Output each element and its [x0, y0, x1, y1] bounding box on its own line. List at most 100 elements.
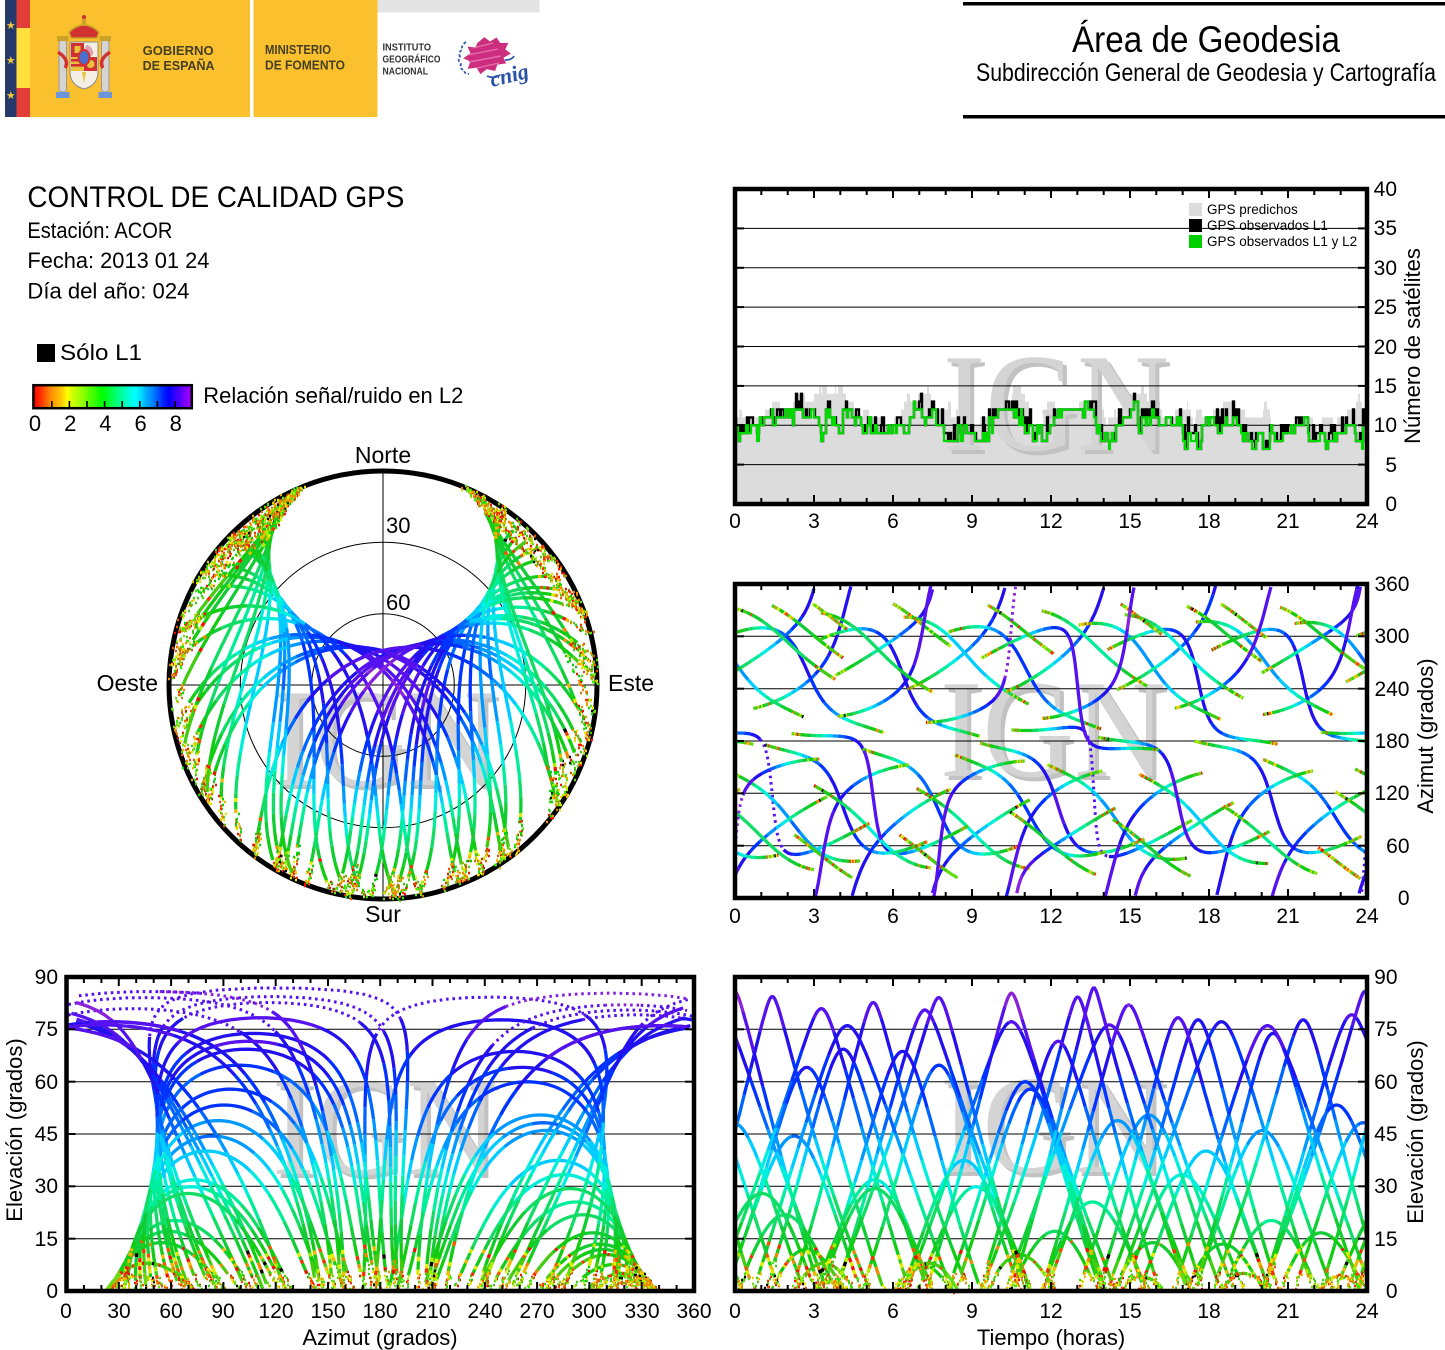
svg-text:Subdirección General de Geodes: Subdirección General de Geodesia y Carto…: [976, 59, 1436, 87]
svg-text:Relación señal/ruido en L2: Relación señal/ruido en L2: [203, 383, 463, 408]
svg-text:30: 30: [386, 513, 410, 538]
svg-text:15: 15: [1118, 1300, 1141, 1323]
svg-text:IGN: IGN: [943, 326, 1169, 481]
svg-text:GPS observados L1 y L2: GPS observados L1 y L2: [1207, 234, 1357, 249]
svg-text:Elevación (grados): Elevación (grados): [1403, 1040, 1428, 1223]
svg-text:3: 3: [808, 1300, 820, 1323]
svg-text:120: 120: [258, 1300, 293, 1323]
svg-text:Elevación (grados): Elevación (grados): [2, 1038, 27, 1221]
svg-text:GEOGRÁFICO: GEOGRÁFICO: [383, 53, 441, 66]
svg-text:Fecha: 2013 01 24: Fecha: 2013 01 24: [27, 248, 209, 273]
svg-text:35: 35: [1374, 217, 1397, 240]
svg-text:Azimut (grados): Azimut (grados): [302, 1325, 457, 1350]
svg-text:60: 60: [35, 1071, 58, 1094]
svg-text:3: 3: [808, 905, 820, 928]
svg-text:30: 30: [35, 1175, 58, 1198]
svg-text:9: 9: [966, 1300, 978, 1323]
svg-text:12: 12: [1039, 905, 1062, 928]
svg-text:15: 15: [1374, 1228, 1397, 1251]
svg-text:18: 18: [1197, 510, 1220, 533]
svg-text:15: 15: [1118, 510, 1141, 533]
svg-text:180: 180: [1374, 730, 1409, 753]
svg-text:24: 24: [1355, 1300, 1379, 1323]
svg-text:9: 9: [966, 510, 978, 533]
svg-text:Número de satélites: Número de satélites: [1400, 248, 1425, 444]
svg-text:Norte: Norte: [355, 442, 411, 468]
svg-text:GPS observados L1: GPS observados L1: [1207, 218, 1328, 233]
svg-text:25: 25: [1374, 296, 1397, 319]
svg-text:18: 18: [1197, 905, 1220, 928]
svg-text:Azimut (grados): Azimut (grados): [1413, 658, 1438, 813]
svg-text:75: 75: [35, 1018, 58, 1041]
svg-text:Área de Geodesia: Área de Geodesia: [1072, 19, 1340, 60]
svg-text:24: 24: [1355, 510, 1379, 533]
svg-text:GOBIERNO: GOBIERNO: [143, 43, 214, 58]
svg-text:15: 15: [1118, 905, 1141, 928]
svg-text:240: 240: [467, 1300, 502, 1323]
svg-text:150: 150: [310, 1300, 345, 1323]
svg-text:15: 15: [35, 1228, 58, 1251]
svg-text:90: 90: [35, 966, 58, 989]
svg-text:120: 120: [1374, 782, 1409, 805]
svg-text:0: 0: [729, 905, 741, 928]
svg-text:6: 6: [887, 1300, 899, 1323]
svg-text:75: 75: [1374, 1018, 1397, 1041]
svg-text:INSTITUTO: INSTITUTO: [383, 43, 432, 54]
svg-text:Día del año: 024: Día del año: 024: [27, 279, 189, 304]
svg-text:2: 2: [64, 411, 76, 436]
svg-text:Sur: Sur: [365, 901, 401, 927]
svg-text:21: 21: [1276, 905, 1299, 928]
svg-text:60: 60: [1386, 835, 1409, 858]
svg-text:★: ★: [6, 20, 16, 32]
svg-text:330: 330: [624, 1300, 659, 1323]
svg-text:9: 9: [966, 905, 978, 928]
svg-text:0: 0: [1398, 887, 1410, 910]
svg-text:60: 60: [386, 590, 410, 615]
svg-text:6: 6: [887, 905, 899, 928]
svg-text:3: 3: [808, 510, 820, 533]
svg-text:IGN: IGN: [947, 330, 1173, 485]
svg-text:CONTROL DE CALIDAD GPS: CONTROL DE CALIDAD GPS: [27, 181, 404, 214]
svg-text:Sólo L1: Sólo L1: [60, 340, 142, 365]
svg-text:★: ★: [6, 55, 16, 67]
svg-text:45: 45: [35, 1123, 58, 1146]
svg-text:0: 0: [1386, 1280, 1398, 1303]
svg-text:30: 30: [107, 1300, 130, 1323]
svg-text:DE ESPAÑA: DE ESPAÑA: [143, 58, 216, 73]
svg-text:DE FOMENTO: DE FOMENTO: [265, 58, 345, 73]
svg-text:6: 6: [887, 510, 899, 533]
svg-text:90: 90: [1374, 966, 1397, 989]
svg-text:0: 0: [46, 1280, 58, 1303]
svg-text:300: 300: [1374, 625, 1409, 648]
svg-text:Estación: ACOR: Estación: ACOR: [27, 218, 172, 243]
svg-text:12: 12: [1039, 1300, 1062, 1323]
svg-text:60: 60: [1374, 1071, 1397, 1094]
svg-text:360: 360: [676, 1300, 711, 1323]
svg-text:30: 30: [1374, 257, 1397, 280]
svg-text:10: 10: [1374, 414, 1397, 437]
svg-text:0: 0: [29, 411, 41, 436]
svg-text:6: 6: [134, 411, 146, 436]
svg-text:Tiempo (horas): Tiempo (horas): [977, 1325, 1125, 1350]
svg-text:GPS predichos: GPS predichos: [1207, 202, 1298, 217]
svg-text:5: 5: [1385, 454, 1397, 477]
svg-text:240: 240: [1374, 678, 1409, 701]
svg-text:45: 45: [1374, 1123, 1397, 1146]
svg-text:Oeste: Oeste: [97, 670, 158, 696]
svg-text:MINISTERIO: MINISTERIO: [265, 42, 331, 57]
svg-text:20: 20: [1374, 336, 1397, 359]
svg-text:360: 360: [1374, 573, 1409, 596]
svg-text:180: 180: [362, 1300, 397, 1323]
svg-text:24: 24: [1355, 905, 1379, 928]
svg-text:21: 21: [1276, 1300, 1299, 1323]
svg-text:30: 30: [1374, 1175, 1397, 1198]
svg-text:4: 4: [99, 411, 111, 436]
svg-text:90: 90: [211, 1300, 234, 1323]
svg-text:60: 60: [159, 1300, 182, 1323]
svg-text:8: 8: [170, 411, 182, 436]
svg-text:300: 300: [571, 1300, 606, 1323]
svg-text:270: 270: [519, 1300, 554, 1323]
svg-text:210: 210: [415, 1300, 450, 1323]
svg-text:★: ★: [6, 90, 16, 102]
svg-text:0: 0: [729, 1300, 741, 1323]
